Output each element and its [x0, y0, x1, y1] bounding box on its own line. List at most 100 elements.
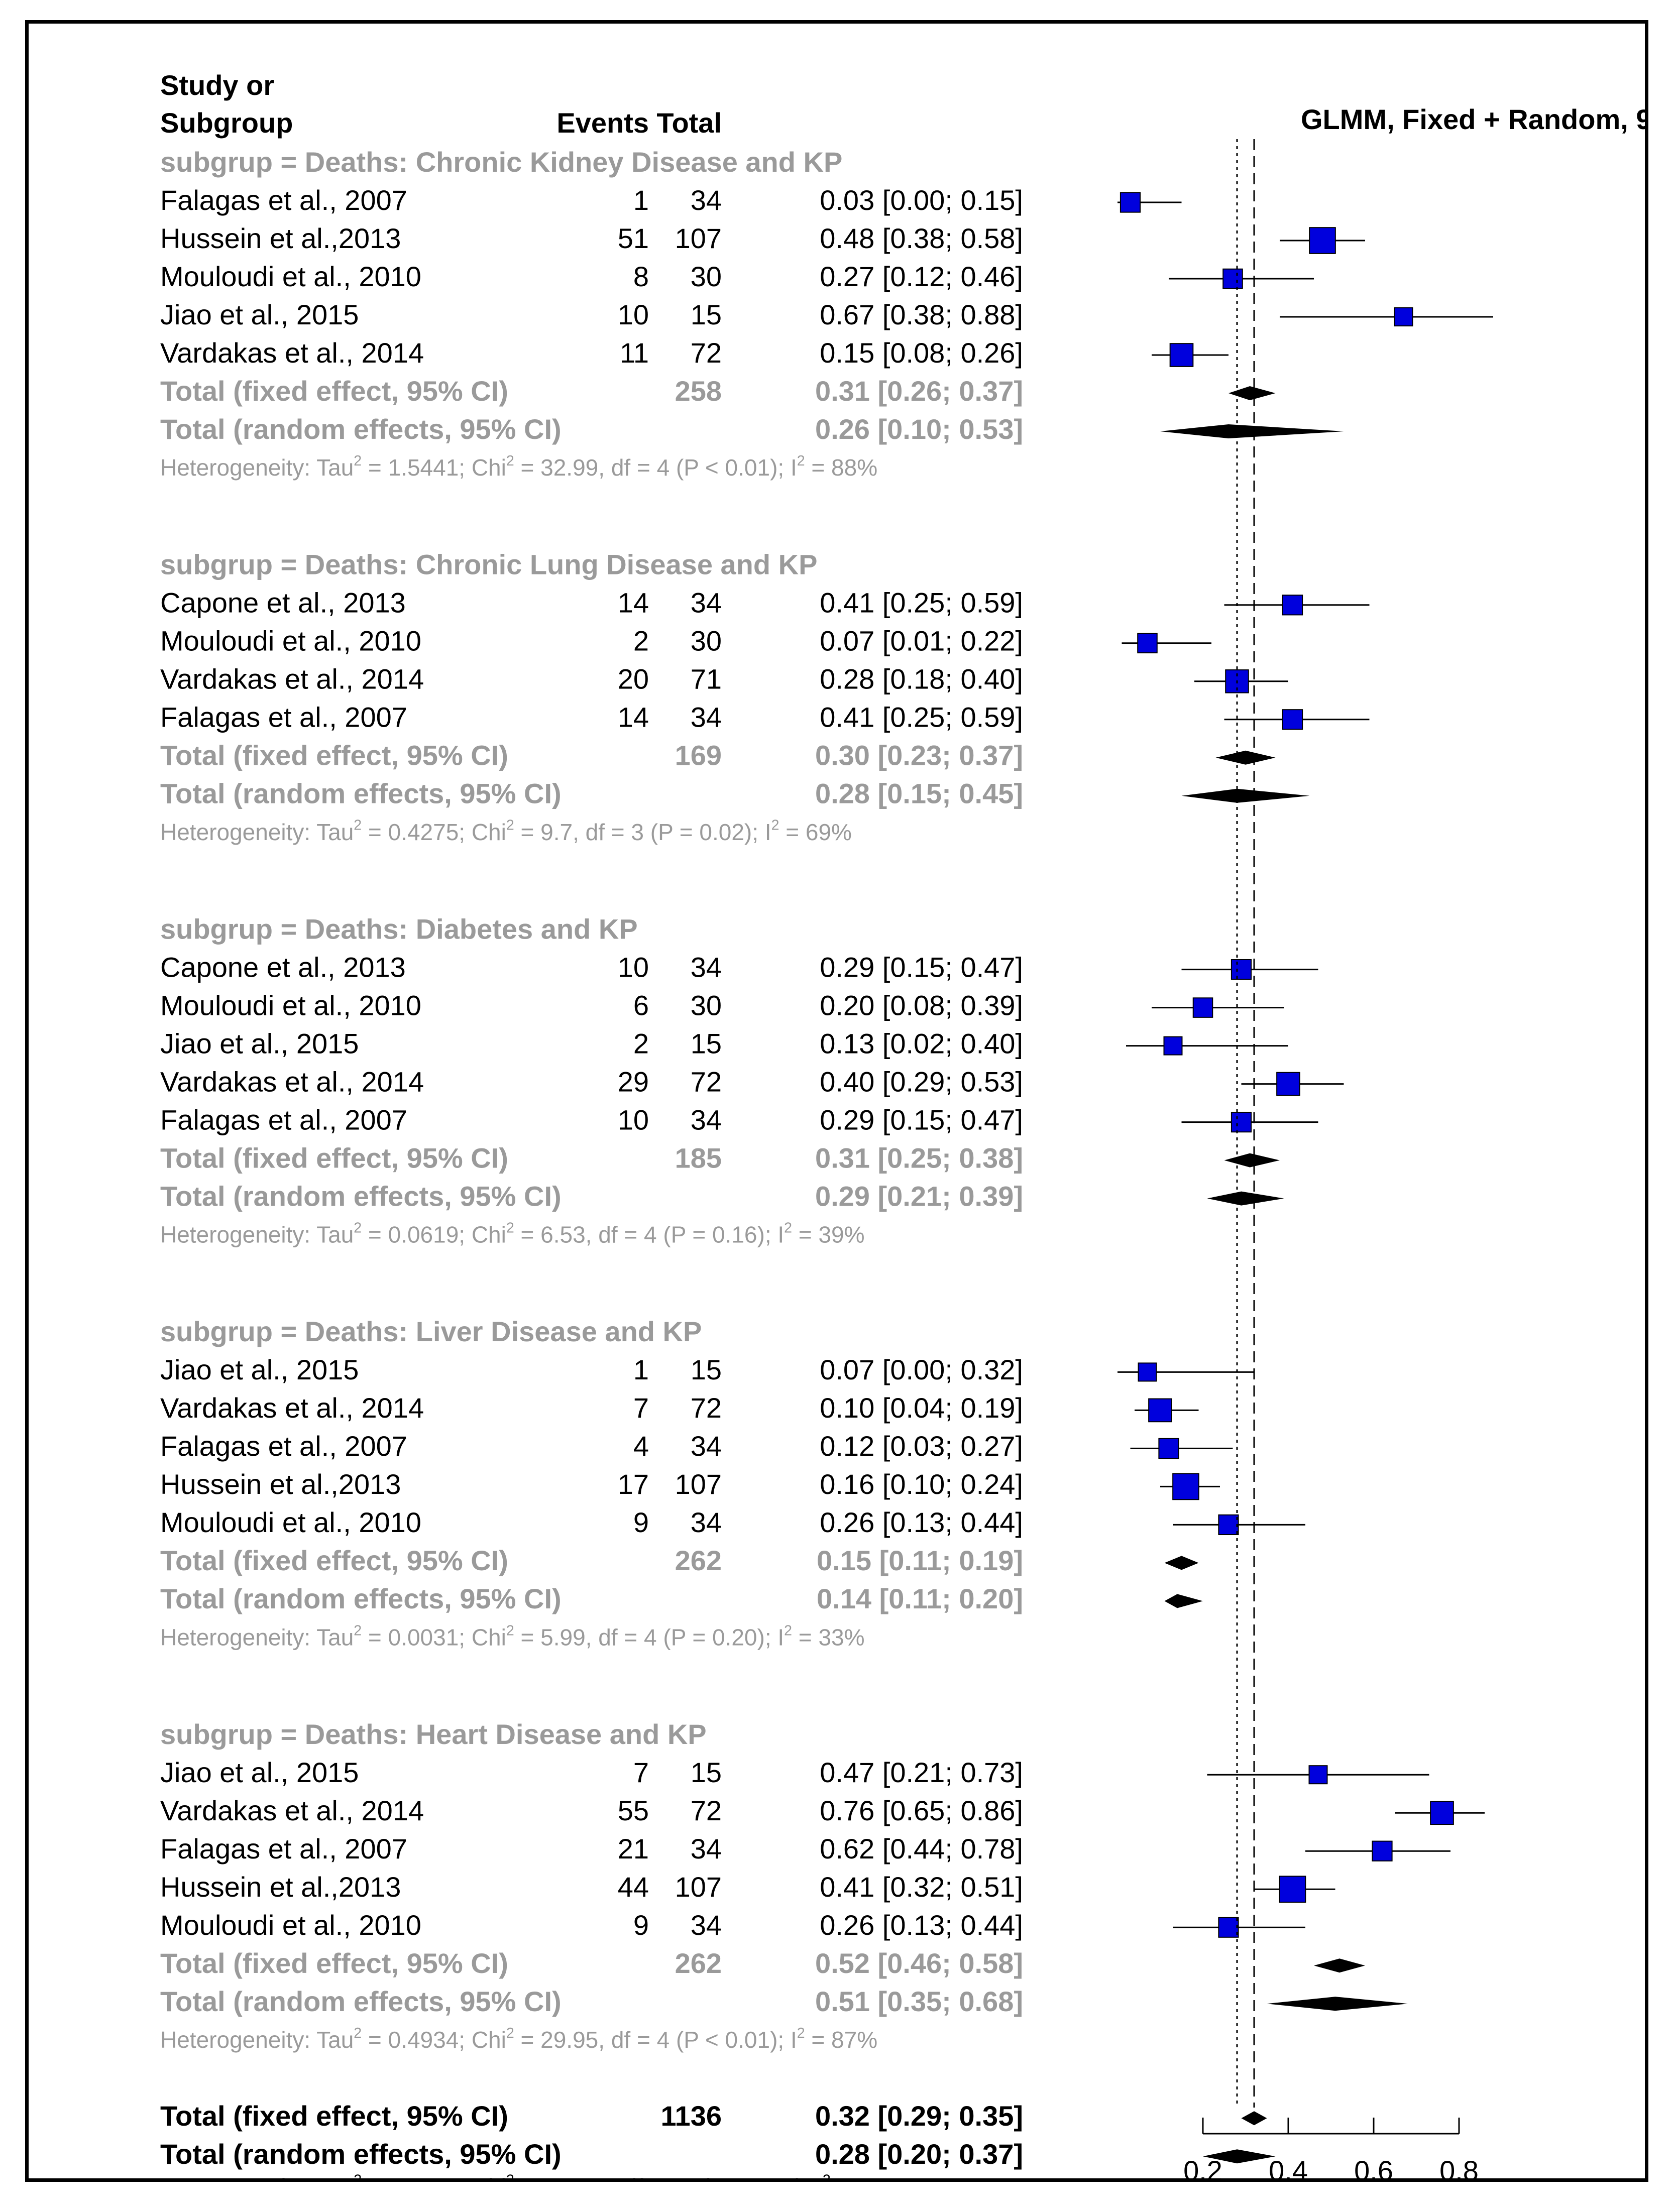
study-ci: 0.41 [0.25; 0.59]	[820, 587, 1023, 619]
heterogeneity-text: = 33%	[792, 1624, 865, 1651]
heterogeneity-superscript: 2	[506, 817, 514, 833]
study-ci: 0.26 [0.13; 0.44]	[820, 1909, 1023, 1941]
subgroup-random-label: Total (random effects, 95% CI)	[160, 1986, 562, 2017]
study-ci: 0.16 [0.10; 0.24]	[820, 1468, 1023, 1500]
heterogeneity-text: Heterogeneity: Tau	[160, 819, 354, 845]
subgroup-fixed-label: Total (fixed effect, 95% CI)	[160, 1545, 508, 1576]
heterogeneity-text: = 149.67, df = 23 (P < 0.01); I	[514, 2174, 823, 2178]
heterogeneity-text: Heterogeneity: Tau	[160, 454, 354, 481]
study-total: 72	[691, 1066, 722, 1097]
subgroup-fixed-ci: 0.31 [0.25; 0.38]	[815, 1142, 1023, 1174]
study-name: Falagas et al., 2007	[160, 1104, 407, 1135]
study-events: 21	[618, 1833, 649, 1865]
study-total: 15	[691, 299, 722, 330]
study-estimate-box	[1282, 595, 1303, 616]
study-total: 30	[691, 625, 722, 657]
study-ci: 0.48 [0.38; 0.58]	[820, 222, 1023, 254]
study-events: 14	[618, 702, 649, 733]
study-events: 17	[618, 1468, 649, 1500]
heterogeneity-superscript: 2	[354, 817, 362, 833]
subgroup-random-ci: 0.14 [0.11; 0.20]	[817, 1583, 1023, 1614]
subgroup-random-ci: 0.29 [0.21; 0.39]	[815, 1180, 1023, 1212]
study-total: 34	[691, 1833, 722, 1865]
study-total: 15	[691, 1027, 722, 1059]
study-ci: 0.20 [0.08; 0.39]	[820, 989, 1023, 1021]
heterogeneity-text: = 6.53, df = 4 (P = 0.16); I	[514, 1222, 784, 1248]
pooled-diamond	[1224, 1153, 1280, 1168]
subgroup-heterogeneity: Heterogeneity: Tau2 = 0.4934; Chi2 = 29.…	[160, 2025, 877, 2053]
overall-heterogeneity: Heterogeneity: Tau2 = 0.8937; Chi2 = 149…	[160, 2172, 903, 2178]
study-total: 107	[675, 1871, 722, 1903]
study-ci: 0.41 [0.25; 0.59]	[820, 702, 1023, 733]
header-total: Total	[656, 107, 722, 139]
study-total: 34	[691, 951, 722, 983]
study-total: 34	[691, 184, 722, 216]
study-events: 44	[618, 1871, 649, 1903]
subgroup-fixed-total: 185	[675, 1142, 722, 1174]
subgroup-fixed-ci: 0.30 [0.23; 0.37]	[815, 740, 1023, 771]
overall-fixed-label: Total (fixed effect, 95% CI)	[160, 2100, 508, 2132]
overall-fixed-total: 1136	[661, 2100, 722, 2132]
study-total: 107	[675, 222, 722, 254]
header-study-line1: Study or	[160, 69, 274, 101]
subgroup-random-ci: 0.26 [0.10; 0.53]	[815, 413, 1023, 445]
study-events: 1	[633, 184, 649, 216]
study-name: Mouloudi et al., 2010	[160, 1506, 421, 1538]
study-total: 72	[691, 1392, 722, 1424]
heterogeneity-superscript: 2	[784, 1220, 792, 1236]
heterogeneity-text: = 0.0031; Chi	[362, 1624, 506, 1651]
pooled-diamond	[1203, 2149, 1276, 2164]
pooled-diamond	[1181, 788, 1310, 803]
subgroup-heterogeneity: Heterogeneity: Tau2 = 0.0619; Chi2 = 6.5…	[160, 1220, 865, 1248]
pooled-diamond	[1207, 1191, 1284, 1206]
study-ci: 0.62 [0.44; 0.78]	[820, 1833, 1023, 1865]
heterogeneity-text: = 32.99, df = 4 (P < 0.01); I	[514, 454, 797, 481]
study-total: 34	[691, 1909, 722, 1941]
heterogeneity-text: = 9.7, df = 3 (P = 0.02); I	[514, 819, 771, 845]
study-estimate-box	[1169, 343, 1194, 367]
pooled-diamond	[1160, 424, 1344, 438]
study-events: 10	[618, 299, 649, 330]
heterogeneity-superscript: 2	[823, 2172, 831, 2178]
study-estimate-box	[1192, 997, 1213, 1018]
overall-fixed-ci: 0.32 [0.29; 0.35]	[815, 2100, 1023, 2132]
study-total: 72	[691, 1795, 722, 1826]
subgroup-heterogeneity: Heterogeneity: Tau2 = 0.0031; Chi2 = 5.9…	[160, 1622, 865, 1651]
study-total: 34	[691, 587, 722, 619]
heterogeneity-text: = 0.4275; Chi	[362, 819, 506, 845]
study-total: 15	[691, 1354, 722, 1385]
study-events: 10	[618, 951, 649, 983]
study-ci: 0.26 [0.13; 0.44]	[820, 1506, 1023, 1538]
chart-title: GLMM, Fixed + Random, 95% CI	[1301, 103, 1645, 135]
study-ci: 0.47 [0.21; 0.73]	[820, 1757, 1023, 1788]
study-estimate-box	[1282, 709, 1303, 730]
subgroup-label: subgrup = Deaths: Diabetes and KP	[160, 913, 638, 945]
pooled-diamond	[1267, 1997, 1408, 2011]
study-events: 14	[618, 587, 649, 619]
subgroup-heterogeneity: Heterogeneity: Tau2 = 0.4275; Chi2 = 9.7…	[160, 817, 852, 845]
study-name: Hussein et al.,2013	[160, 222, 401, 254]
heterogeneity-text: = 0.8937; Chi	[362, 2174, 506, 2178]
pooled-diamond	[1314, 1958, 1365, 1973]
heterogeneity-text: = 0.0619; Chi	[362, 1222, 506, 1248]
study-estimate-box	[1158, 1438, 1179, 1459]
subgroup-fixed-total: 262	[675, 1947, 722, 1979]
subgroup-fixed-ci: 0.15 [0.11; 0.19]	[817, 1545, 1023, 1576]
study-events: 29	[618, 1066, 649, 1097]
subgroup-fixed-label: Total (fixed effect, 95% CI)	[160, 375, 508, 407]
figure-frame: Study or Subgroup Events Total GLMM, Fixed +…	[25, 20, 1648, 2182]
study-name: Vardakas et al., 2014	[160, 337, 424, 369]
heterogeneity-superscript: 2	[354, 1622, 362, 1639]
study-events: 7	[633, 1392, 649, 1424]
study-events: 11	[620, 337, 649, 369]
study-name: Jiao et al., 2015	[160, 1757, 359, 1788]
x-axis-tick-label: 0.8	[1439, 2155, 1479, 2178]
subgroup-fixed-total: 262	[675, 1545, 722, 1576]
study-estimate-box	[1148, 1398, 1172, 1423]
study-ci: 0.76 [0.65; 0.86]	[820, 1795, 1023, 1826]
study-total: 15	[691, 1757, 722, 1788]
subgroup-random-label: Total (random effects, 95% CI)	[160, 413, 562, 445]
subgroup-heterogeneity: Heterogeneity: Tau2 = 1.5441; Chi2 = 32.…	[160, 452, 877, 481]
study-ci: 0.27 [0.12; 0.46]	[820, 261, 1023, 292]
study-total: 34	[691, 1506, 722, 1538]
